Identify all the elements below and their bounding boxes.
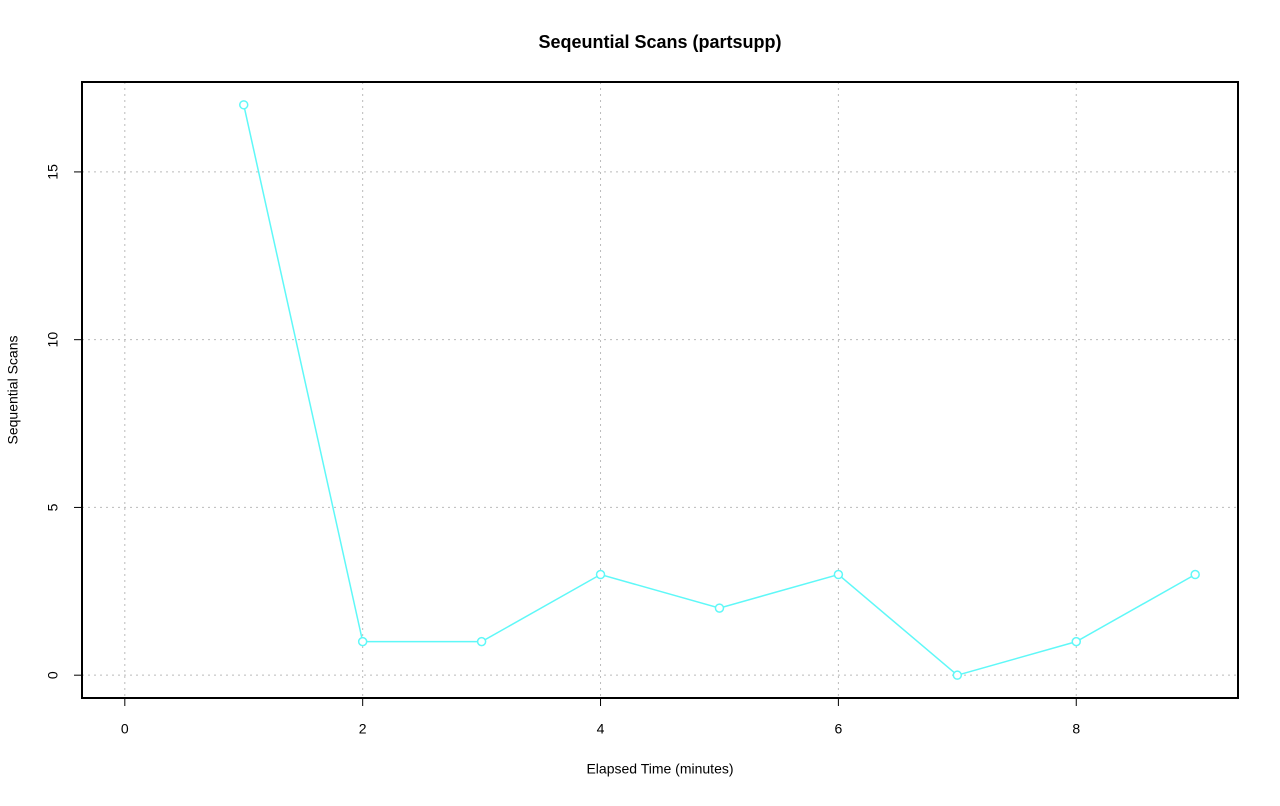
data-point [476, 636, 487, 647]
data-point [1071, 636, 1082, 647]
y-tick-label: 10 [45, 332, 61, 348]
plot-frame [81, 81, 1239, 699]
x-tick-label: 0 [121, 721, 129, 737]
data-point [1190, 569, 1200, 580]
x-tick-label: 6 [834, 721, 842, 737]
y-tick-label: 15 [45, 164, 61, 180]
y-tick-label: 0 [45, 671, 61, 679]
data-point [833, 569, 844, 580]
x-axis-label: Elapsed Time (minutes) [586, 761, 733, 777]
x-tick-label: 2 [359, 721, 367, 737]
data-point [714, 603, 725, 613]
chart-title: Seqeuntial Scans (partsupp) [538, 32, 781, 52]
data-line [243, 104, 1196, 677]
data-point [238, 100, 249, 110]
x-tick-label: 8 [1072, 721, 1080, 737]
data-point [595, 569, 606, 580]
y-axis-label: Sequential Scans [5, 336, 21, 445]
data-point [952, 670, 963, 680]
data-point [357, 636, 368, 647]
y-tick-label: 5 [45, 503, 61, 511]
x-tick-label: 4 [597, 721, 605, 737]
